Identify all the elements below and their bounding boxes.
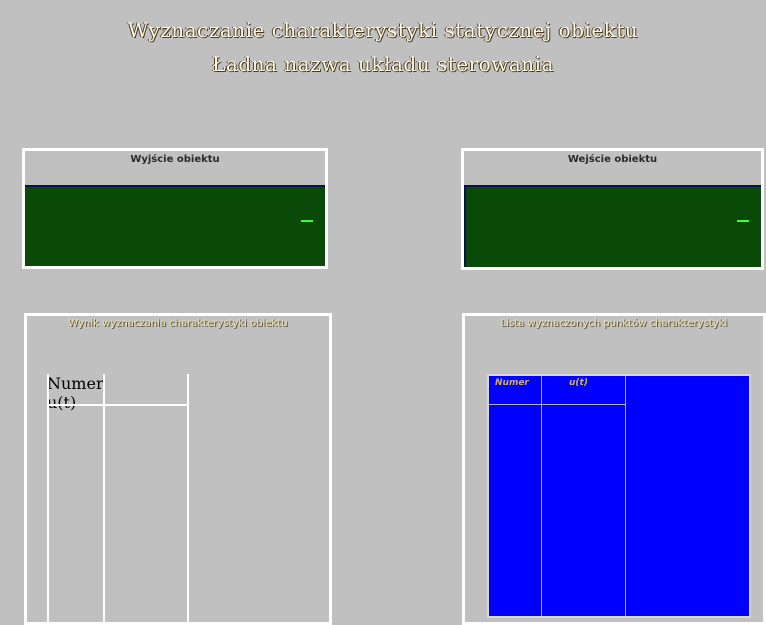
left-indicator-display — [25, 185, 325, 266]
right-table-col-numer: Numer — [495, 378, 529, 388]
left-table-col-numer: Numer — [47, 374, 104, 393]
right-table-col-ut: u(t) — [569, 378, 588, 388]
page-subtitle: Ładna nazwa układu sterowania — [212, 52, 554, 76]
left-indicator-value — [301, 220, 313, 222]
left-results-panel: Wynik wyznaczania charakterystyki obiekt… — [24, 313, 332, 625]
right-indicator-display — [464, 185, 761, 267]
left-indicator-panel: Wyjście obiektu — [22, 148, 328, 269]
right-points-panel: Lista wyznaczonych punktów charakterysty… — [462, 313, 766, 625]
page-title: Wyznaczanie charakterystyki statycznej o… — [127, 18, 639, 42]
left-results-table[interactable]: Numer u(t) — [47, 374, 189, 624]
right-points-table[interactable]: Numer u(t) — [487, 374, 751, 618]
right-points-title: Lista wyznaczonych punktów charakterysty… — [500, 318, 728, 329]
right-indicator-panel: Wejście obiektu — [461, 148, 764, 270]
left-table-col-ut: u(t) — [47, 393, 77, 412]
right-indicator-label: Wejście obiektu — [567, 154, 658, 165]
right-indicator-value — [737, 220, 749, 222]
left-indicator-label: Wyjście obiektu — [130, 154, 220, 165]
left-results-title: Wynik wyznaczania charakterystyki obiekt… — [68, 318, 288, 329]
